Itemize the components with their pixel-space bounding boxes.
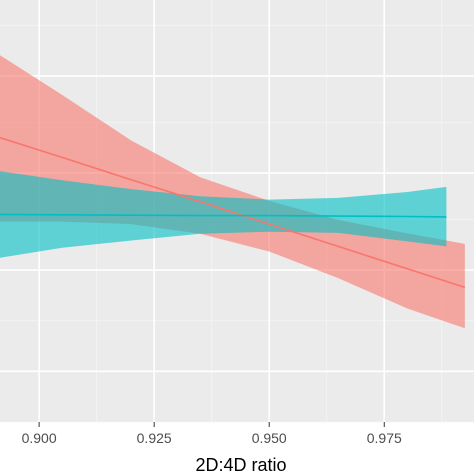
confidence-bands <box>0 55 465 329</box>
x-axis-title: 2D:4D ratio <box>195 455 286 474</box>
x-tick-label: 0.950 <box>252 430 287 446</box>
fit-line-1 <box>0 136 466 289</box>
fit-lines <box>0 136 466 289</box>
x-axis-tick-labels: 0.900 0.925 0.950 0.975 <box>22 430 402 446</box>
x-tick-label: 0.900 <box>22 430 57 446</box>
x-tick-label: 0.975 <box>367 430 402 446</box>
confidence-band-1 <box>0 55 465 329</box>
fit-line-2 <box>0 213 447 218</box>
x-tick-label: 0.925 <box>137 430 172 446</box>
confidence-band-2 <box>0 171 447 258</box>
x-axis-ticks <box>38 422 385 427</box>
